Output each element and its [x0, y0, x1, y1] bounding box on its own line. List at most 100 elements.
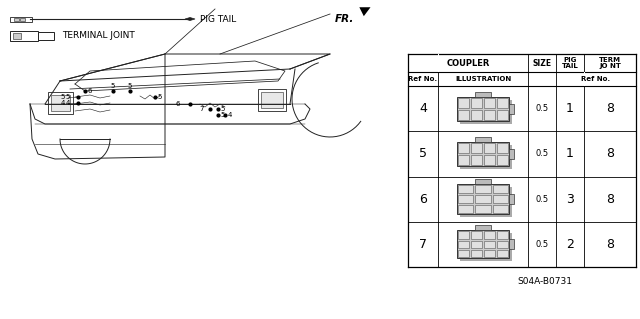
Bar — [460, 234, 512, 261]
Bar — [497, 143, 508, 153]
Text: 6: 6 — [419, 193, 427, 206]
Text: 4: 4 — [66, 100, 70, 106]
Bar — [484, 110, 495, 120]
Bar — [458, 155, 469, 165]
Text: 5: 5 — [221, 112, 225, 118]
Bar — [457, 142, 509, 166]
Text: 3: 3 — [566, 193, 574, 206]
Text: 1: 1 — [566, 102, 574, 115]
Bar — [460, 145, 512, 169]
Bar — [471, 110, 482, 120]
Polygon shape — [185, 18, 195, 20]
Text: 8: 8 — [606, 102, 614, 115]
Text: 5: 5 — [419, 147, 427, 160]
Bar — [458, 143, 469, 153]
Bar — [20, 18, 25, 20]
Text: 8: 8 — [606, 193, 614, 206]
Bar — [484, 98, 495, 108]
Bar — [458, 250, 469, 257]
Bar — [484, 155, 495, 165]
Bar — [475, 226, 491, 230]
Text: 0.5: 0.5 — [536, 104, 548, 113]
Bar — [457, 184, 509, 214]
Text: TERM: TERM — [599, 57, 621, 63]
Text: 8: 8 — [606, 147, 614, 160]
Bar — [493, 195, 508, 203]
Text: 5: 5 — [221, 106, 225, 112]
Bar — [471, 231, 482, 239]
Text: 2: 2 — [566, 238, 574, 251]
Bar — [471, 250, 482, 257]
Bar — [497, 250, 508, 257]
Bar — [484, 250, 495, 257]
Text: Ref No.: Ref No. — [408, 76, 438, 82]
Bar — [457, 230, 509, 258]
Text: 5: 5 — [158, 94, 162, 100]
Bar — [14, 18, 19, 20]
Text: JO NT: JO NT — [599, 63, 621, 69]
Text: 0.5: 0.5 — [536, 195, 548, 204]
Text: 4: 4 — [419, 102, 427, 115]
Text: ILLUSTRATION: ILLUSTRATION — [455, 76, 511, 82]
Text: 8: 8 — [606, 238, 614, 251]
Text: 4: 4 — [228, 112, 232, 118]
Bar — [458, 110, 469, 120]
Text: 4: 4 — [61, 100, 65, 106]
Text: 5: 5 — [61, 94, 65, 100]
Bar — [38, 32, 54, 40]
Bar — [476, 195, 491, 203]
Bar — [471, 155, 482, 165]
Bar — [458, 205, 474, 213]
Text: 7: 7 — [200, 106, 204, 112]
Bar — [509, 104, 514, 114]
Bar — [13, 33, 21, 39]
Bar — [458, 185, 474, 193]
Bar — [484, 231, 495, 239]
Bar — [10, 17, 32, 21]
Bar — [497, 231, 508, 239]
Bar — [476, 205, 491, 213]
Text: PIG TAIL: PIG TAIL — [200, 14, 236, 24]
Bar — [458, 195, 474, 203]
Bar — [471, 241, 482, 248]
Bar — [509, 149, 514, 159]
Text: 5: 5 — [128, 83, 132, 89]
Bar — [497, 241, 508, 248]
Text: 7: 7 — [419, 238, 427, 251]
Bar — [475, 92, 491, 97]
Text: 6: 6 — [88, 88, 92, 94]
Bar — [475, 137, 491, 142]
Bar — [497, 98, 508, 108]
Bar — [484, 143, 495, 153]
Bar — [509, 239, 514, 249]
Bar — [51, 95, 70, 111]
Text: TAIL: TAIL — [562, 63, 579, 69]
Text: 6: 6 — [176, 101, 180, 107]
Bar — [261, 92, 283, 108]
Bar — [476, 185, 491, 193]
Text: Ref No.: Ref No. — [581, 76, 611, 82]
Text: COUPLER: COUPLER — [446, 58, 490, 68]
Bar — [471, 143, 482, 153]
Text: 1: 1 — [566, 147, 574, 160]
Bar — [493, 185, 508, 193]
Text: 0.5: 0.5 — [536, 149, 548, 158]
Text: S04A-B0731: S04A-B0731 — [517, 277, 572, 286]
Bar — [458, 231, 469, 239]
Bar — [509, 194, 514, 204]
Text: TERMINAL JOINT: TERMINAL JOINT — [62, 32, 135, 41]
Bar — [458, 98, 469, 108]
Text: 0.5: 0.5 — [536, 240, 548, 249]
Text: 5: 5 — [66, 94, 70, 100]
Bar — [48, 92, 73, 114]
Bar — [484, 241, 495, 248]
Bar — [475, 179, 491, 184]
Text: FR.: FR. — [335, 14, 355, 24]
Text: PIG: PIG — [563, 57, 577, 63]
Bar — [10, 31, 38, 41]
Bar — [497, 110, 508, 120]
Bar — [460, 100, 512, 124]
Bar — [471, 98, 482, 108]
Text: 5: 5 — [111, 83, 115, 89]
Bar — [460, 187, 512, 217]
